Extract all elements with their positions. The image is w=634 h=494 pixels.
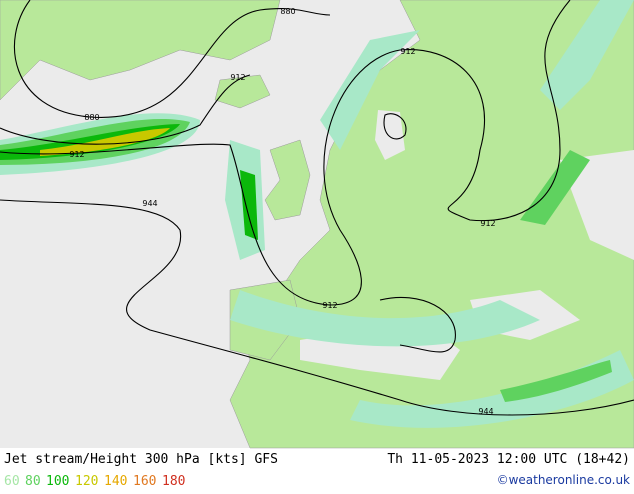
legend-label: 80: [25, 474, 41, 489]
legend-label: 60: [4, 474, 20, 489]
credit: ©weatheronline.co.uk: [497, 473, 630, 487]
contour-label: 912: [400, 47, 415, 56]
contour-labels: 880 880 912 912 912 912 912 944 944: [69, 7, 495, 416]
title: Jet stream/Height 300 hPa [kts] GFS: [4, 452, 278, 467]
datetime: Th 11-05-2023 12:00 UTC (18+42): [387, 452, 630, 467]
legend-label: 140: [104, 474, 127, 489]
contours: [0, 0, 634, 416]
legend-label: 180: [162, 474, 185, 489]
contour-label: 944: [142, 199, 157, 208]
legend-label: 160: [133, 474, 156, 489]
contour-label: 880: [280, 7, 295, 16]
contour-label: 912: [322, 301, 337, 310]
contour-label: 880: [84, 113, 99, 122]
contour-label: 944: [478, 407, 493, 416]
legend-label: 100: [46, 474, 69, 489]
legend: 60 80 100 120 140 160 180: [4, 474, 185, 489]
contour-label: 912: [480, 219, 495, 228]
contour-label: 912: [230, 73, 245, 82]
legend-label: 120: [75, 474, 98, 489]
contour-label: 912: [69, 150, 84, 159]
